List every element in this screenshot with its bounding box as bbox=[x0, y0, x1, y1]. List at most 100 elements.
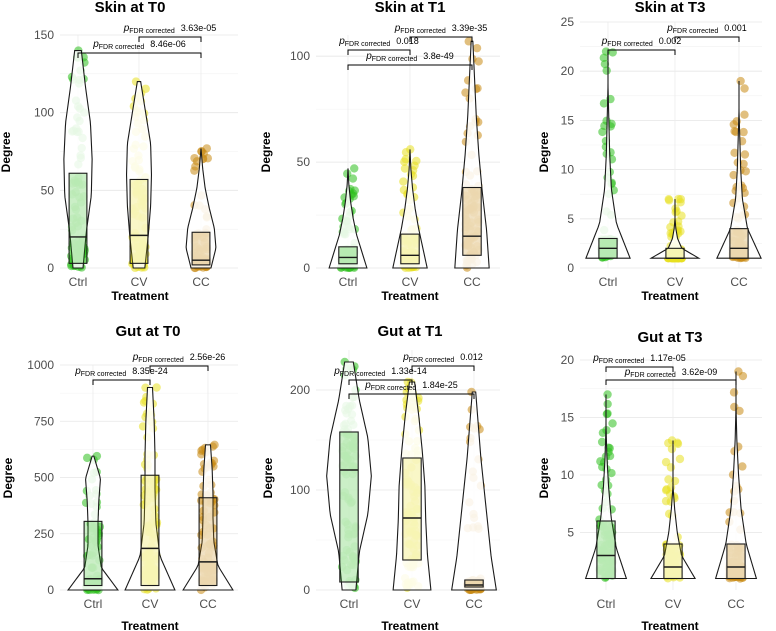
p-subscript: FDR corrected bbox=[99, 44, 145, 51]
x-tick-label-ctrl: Ctrl bbox=[339, 275, 358, 289]
p-value: 0.002 bbox=[659, 36, 682, 46]
y-tick-label: 750 bbox=[34, 414, 54, 428]
bracket-line bbox=[92, 379, 151, 385]
x-tick-labels: Ctrl CV CC bbox=[339, 275, 481, 289]
y-tick-labels: 0 50 100 150 bbox=[34, 28, 54, 275]
data-point bbox=[664, 438, 673, 448]
violin-ctrl bbox=[585, 51, 631, 259]
x-axis-title: Treatment bbox=[641, 289, 698, 303]
box-cv bbox=[663, 543, 683, 580]
data-point bbox=[412, 156, 421, 166]
violin-cc bbox=[454, 40, 490, 269]
y-tick-label: 20 bbox=[561, 64, 575, 78]
x-axis-title: Treatment bbox=[381, 289, 438, 303]
p-value: 1.84e-25 bbox=[422, 380, 458, 390]
panel-4: 0 100 200 Ctrl CV CC Treatment Degree Gut at T1 p… bbox=[261, 323, 500, 631]
p-subscript: FDR corrected bbox=[607, 41, 653, 48]
significance-bracket: pFDR corrected 1.17e-05 bbox=[592, 353, 686, 372]
x-tick-label-cv: CV bbox=[131, 275, 148, 289]
p-symbol: p bbox=[123, 23, 130, 34]
x-tick-labels: Ctrl CV CC bbox=[84, 597, 217, 611]
significance-bracket: pFDR corrected 3.62e-09 bbox=[605, 367, 737, 385]
data-point bbox=[400, 164, 410, 173]
data-point bbox=[729, 388, 739, 397]
p-symbol: p bbox=[92, 39, 99, 50]
y-tick-label: 100 bbox=[34, 106, 54, 120]
significance-bracket: pFDR corrected 3.63e-05 bbox=[123, 23, 217, 42]
panel-title: Skin at T1 bbox=[375, 0, 446, 16]
data-point bbox=[661, 496, 671, 506]
violin-cv bbox=[649, 440, 697, 580]
data-point bbox=[600, 59, 610, 69]
data-point bbox=[598, 428, 608, 437]
data-point bbox=[664, 196, 674, 205]
p-symbol: p bbox=[365, 51, 372, 62]
x-tick-labels: Ctrl CV CC bbox=[597, 597, 745, 611]
bracket-line bbox=[138, 36, 202, 42]
bracket-line bbox=[149, 365, 209, 371]
data-point bbox=[740, 110, 749, 119]
significance-bracket: pFDR corrected 1.84e-25 bbox=[348, 380, 475, 399]
box-cv bbox=[140, 474, 160, 587]
bracket-line bbox=[411, 365, 475, 371]
x-tick-label-cv: CV bbox=[665, 597, 682, 611]
p-value: 1.33e-14 bbox=[391, 366, 427, 376]
significance-bracket: pFDR corrected 0.002 bbox=[601, 36, 682, 55]
p-value-label: pFDR corrected 3.63e-05 bbox=[123, 23, 217, 35]
data-point bbox=[400, 157, 409, 166]
data-point bbox=[669, 218, 678, 227]
x-tick-label-cv: CV bbox=[402, 275, 419, 289]
data-point bbox=[740, 84, 749, 93]
y-axis-title: Degree bbox=[261, 457, 275, 498]
box-cc bbox=[191, 231, 211, 266]
p-value: 1.17e-05 bbox=[650, 353, 686, 363]
data-point bbox=[738, 462, 747, 471]
p-value: 0.001 bbox=[724, 23, 747, 33]
p-symbol: p bbox=[592, 353, 599, 364]
p-value: 8.35e-24 bbox=[132, 366, 168, 376]
y-tick-label: 0 bbox=[303, 261, 310, 275]
significance-bracket: pFDR corrected 3.39e-35 bbox=[394, 23, 488, 42]
data-point bbox=[399, 185, 409, 195]
y-tick-label: 25 bbox=[561, 15, 575, 29]
y-tick-labels: 0 250 500 750 1000 bbox=[27, 358, 54, 597]
p-value-label: pFDR corrected 1.17e-05 bbox=[592, 353, 686, 365]
p-subscript: FDR corrected bbox=[372, 56, 418, 63]
panel-5: 5 10 15 20 Ctrl CV CC Treatment Degree Gut at T3 p… bbox=[537, 329, 762, 631]
y-tick-label: 15 bbox=[561, 113, 575, 127]
p-value-label: pFDR corrected 0.002 bbox=[601, 36, 682, 48]
violin-cv bbox=[392, 149, 428, 269]
y-tick-label: 5 bbox=[567, 526, 574, 540]
violin-cc bbox=[185, 148, 217, 269]
data-point bbox=[664, 475, 673, 484]
panel-0: 0 50 100 150 Ctrl CV CC Treatment Degree Skin at … bbox=[0, 0, 238, 303]
x-tick-label-cv: CV bbox=[142, 597, 159, 611]
y-axis-title: Degree bbox=[259, 131, 273, 172]
significance-bracket: pFDR corrected 0.018 bbox=[338, 36, 419, 55]
p-value-label: pFDR corrected 3.39e-35 bbox=[394, 23, 488, 35]
violin-cc bbox=[716, 81, 762, 259]
bracket-line bbox=[674, 36, 740, 42]
p-value: 3.63e-05 bbox=[181, 23, 217, 33]
y-axis-title: Degree bbox=[0, 131, 13, 172]
box-ctrl bbox=[339, 431, 359, 583]
data-point bbox=[474, 57, 483, 66]
violin-cc bbox=[182, 444, 234, 591]
y-tick-label: 500 bbox=[34, 471, 54, 485]
box-cc bbox=[462, 186, 482, 256]
violin-cv bbox=[125, 81, 153, 269]
bracket-line bbox=[605, 366, 674, 372]
box-cc bbox=[726, 543, 746, 580]
p-value-label: pFDR corrected 0.001 bbox=[666, 23, 747, 35]
data-point bbox=[602, 66, 611, 75]
violin-cc bbox=[451, 391, 497, 591]
data-point bbox=[152, 383, 161, 392]
data-point bbox=[605, 443, 614, 453]
significance-bracket: pFDR corrected 8.46e-06 bbox=[77, 39, 202, 58]
data-point bbox=[82, 453, 92, 463]
p-subscript: FDR corrected bbox=[630, 372, 676, 379]
data-point bbox=[461, 88, 470, 97]
y-axis-title: Degree bbox=[537, 131, 551, 172]
x-tick-labels: Ctrl CV CC bbox=[599, 275, 748, 289]
x-tick-labels: Ctrl CV CC bbox=[69, 275, 210, 289]
